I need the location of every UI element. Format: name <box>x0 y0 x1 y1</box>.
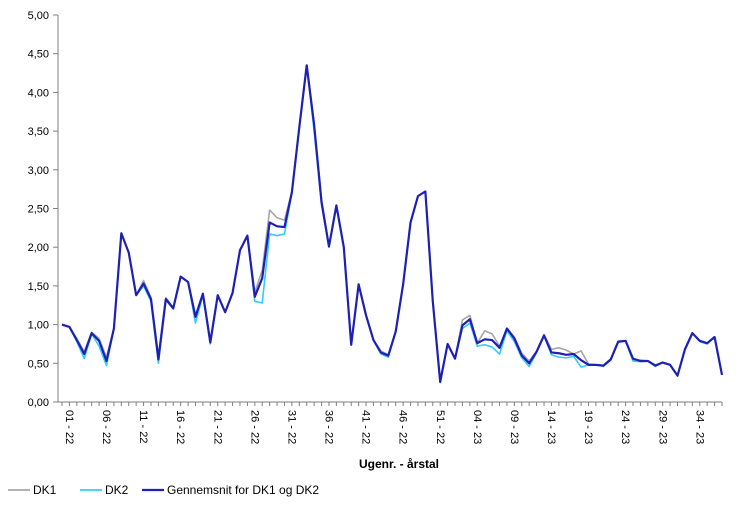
x-tick-label: 36 - 22 <box>323 410 335 444</box>
x-tick-label: 06 - 22 <box>100 410 112 444</box>
series-lines <box>61 64 724 384</box>
x-tick-label: 11 - 22 <box>137 410 149 443</box>
legend-label: DK2 <box>105 483 129 497</box>
y-axis: 0,00 0,50 1,00 1,50 2,00 2,50 3,00 3,50 4,00 4,50… <box>28 10 59 409</box>
y-tick-label: 2,00 <box>28 242 49 254</box>
x-axis-title: Ugenr. - årstal <box>359 457 439 471</box>
x-tick-label: 04 - 23 <box>471 410 483 444</box>
y-tick-label: 4,00 <box>28 87 49 99</box>
y-tick-label: 2,50 <box>28 204 49 216</box>
x-tick-label: 46 - 22 <box>397 410 409 444</box>
x-tick-label: 26 - 22 <box>248 410 260 444</box>
legend-label: Gennemsnit for DK1 og DK2 <box>167 483 319 497</box>
x-tick-label: 31 - 22 <box>285 410 297 444</box>
x-tick-label: 14 - 23 <box>545 410 557 444</box>
x-tick-label: 19 - 23 <box>582 410 594 444</box>
y-tick-label: 4,50 <box>28 49 49 61</box>
y-tick-label: 3,00 <box>28 165 49 177</box>
y-tick-label: 1,00 <box>28 320 49 332</box>
x-tick-label: 21 - 22 <box>211 410 223 444</box>
x-tick-label: 24 - 23 <box>619 410 631 444</box>
x-tick-label: 29 - 23 <box>656 410 668 444</box>
legend-label: DK1 <box>33 483 57 497</box>
y-tick-label: 0,50 <box>28 358 49 370</box>
x-tick-label: 51 - 22 <box>434 410 446 444</box>
x-tick-label: 09 - 23 <box>508 410 520 444</box>
y-tick-label: 3,50 <box>28 126 49 138</box>
y-tick-label: 5,00 <box>28 10 49 22</box>
x-tick-label: 41 - 22 <box>360 410 372 444</box>
series-line-3 <box>61 64 724 383</box>
x-tick-label: 01 - 22 <box>63 410 75 444</box>
y-tick-label: 0,00 <box>28 397 49 409</box>
x-tick-label: 16 - 22 <box>174 410 186 444</box>
legend: DK1 DK2 Gennemsnit for DK1 og DK2 <box>8 483 319 497</box>
x-axis: 01 - 22 06 - 22 11 - 22 16 - 22 21 - 22 26 - … <box>58 401 723 444</box>
y-tick-label: 1,50 <box>28 281 49 293</box>
x-tick-label: 34 - 23 <box>693 410 705 444</box>
